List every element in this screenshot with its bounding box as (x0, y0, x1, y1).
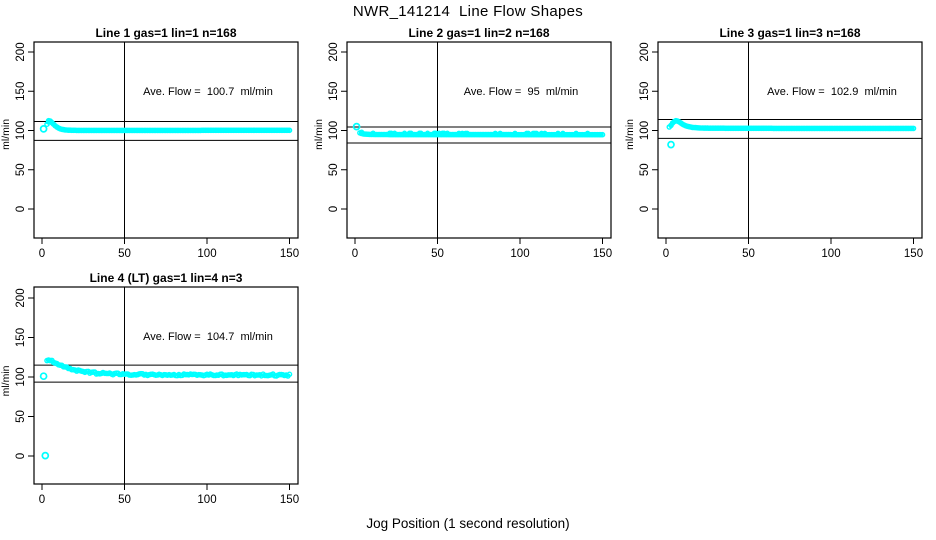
x-tick-label: 150 (904, 248, 923, 260)
x-tick-label: 100 (510, 248, 529, 260)
flow-outlier-point (667, 140, 675, 149)
panel-2-title: Line 2 gas=1 lin=2 n=168 (408, 26, 550, 40)
flow-outlier-point (352, 122, 361, 131)
y-tick-label: 50 (15, 410, 27, 423)
x-tick-label: 50 (118, 248, 131, 260)
flow-outlier-point (39, 372, 48, 381)
flow-data-point (599, 131, 606, 138)
y-tick-label: 100 (639, 121, 651, 140)
panel-2-chart: 0 50 100 150 0 50 100 150 200 ml/min (313, 41, 612, 260)
y-tick-label: 200 (15, 288, 27, 307)
flow-data-point (286, 371, 293, 378)
panel-3-chart: 0 50 100 150 0 50 100 150 200 ml/min (624, 41, 923, 260)
plot-box (33, 41, 299, 239)
x-axis-title: Jog Position (1 second resolution) (366, 516, 570, 531)
y-tick-label: 50 (15, 163, 27, 176)
y-tick-label: 150 (15, 328, 27, 347)
x-tick-label: 50 (118, 494, 131, 506)
flow-outlier-point (41, 451, 50, 460)
y-tick-label: 150 (639, 82, 651, 101)
plot-box (657, 41, 923, 239)
x-tick-label: 50 (431, 248, 444, 260)
panel-1-chart: 0 50 100 150 0 50 100 150 200 ml/min (0, 41, 299, 260)
x-tick-label: 150 (593, 248, 612, 260)
panel-4-chart: 0 50 100 150 0 50 100 150 200 ml/min (0, 286, 299, 506)
y-axis-label: ml/min (0, 365, 12, 396)
panel-4-title: Line 4 (LT) gas=1 lin=4 n=3 (89, 271, 243, 285)
y-tick-label: 0 (328, 206, 340, 212)
plot-box (346, 41, 612, 239)
figure-title: NWR_141214 Line Flow Shapes (352, 3, 584, 20)
panel-3-title: Line 3 gas=1 lin=3 n=168 (719, 26, 861, 40)
x-tick-label: 0 (663, 248, 669, 260)
x-tick-label: 100 (821, 248, 840, 260)
y-axis-label: ml/min (0, 119, 12, 150)
flow-outlier-point (39, 125, 48, 133)
x-tick-label: 0 (39, 494, 45, 506)
x-tick-label: 50 (742, 248, 755, 260)
y-tick-label: 0 (15, 206, 27, 212)
y-tick-label: 150 (15, 82, 27, 101)
panel-1-ave-flow-annotation: Ave. Flow = 100.7 ml/min (143, 86, 273, 98)
x-tick-label: 0 (352, 248, 358, 260)
y-axis-label: ml/min (313, 119, 325, 150)
panel-1-title: Line 1 gas=1 lin=1 n=168 (95, 26, 237, 40)
y-tick-label: 200 (639, 42, 651, 61)
x-tick-label: 100 (197, 248, 216, 260)
panel-2-ave-flow-annotation: Ave. Flow = 95 ml/min (463, 86, 579, 98)
panel-4-ave-flow-annotation: Ave. Flow = 104.7 ml/min (143, 331, 273, 343)
y-tick-label: 100 (15, 121, 27, 140)
y-tick-label: 0 (15, 453, 27, 459)
x-tick-label: 150 (280, 494, 299, 506)
y-tick-label: 50 (328, 163, 340, 176)
y-tick-label: 100 (328, 121, 340, 140)
flow-data-point (286, 127, 293, 134)
y-tick-label: 200 (328, 42, 340, 61)
x-tick-label: 150 (280, 248, 299, 260)
y-tick-label: 50 (639, 163, 651, 176)
y-axis-label: ml/min (624, 119, 636, 150)
flow-data-point (910, 125, 917, 132)
x-tick-label: 100 (197, 494, 216, 506)
y-tick-label: 0 (639, 206, 651, 212)
y-tick-label: 200 (15, 42, 27, 61)
x-tick-label: 0 (39, 248, 45, 260)
panel-3-ave-flow-annotation: Ave. Flow = 102.9 ml/min (767, 86, 897, 98)
y-tick-label: 100 (15, 367, 27, 386)
y-tick-label: 150 (328, 82, 340, 101)
plot-box (33, 286, 299, 485)
